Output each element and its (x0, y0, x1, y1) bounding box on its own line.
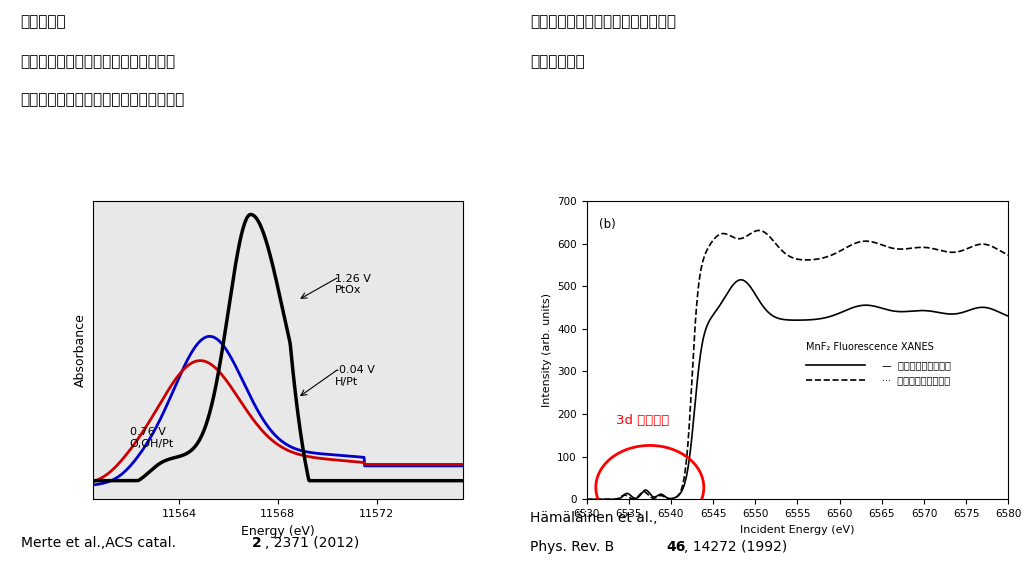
Text: —  マイノリティスピン: — マイノリティスピン (882, 360, 951, 370)
Text: 電気化学環境下で電位を変えたときの: 電気化学環境下で電位を変えたときの (21, 55, 176, 69)
Text: (b): (b) (599, 218, 616, 231)
Text: , 14272 (1992): , 14272 (1992) (684, 540, 787, 554)
Y-axis label: Intensity (arb. units): Intensity (arb. units) (541, 293, 552, 407)
Text: 【測定例】: 【測定例】 (21, 14, 66, 29)
Text: Ｘ線吸収分光: Ｘ線吸収分光 (530, 55, 584, 69)
Text: マンガンフッ化物のスピン状態分別: マンガンフッ化物のスピン状態分別 (530, 14, 676, 29)
Text: 2: 2 (252, 536, 261, 550)
Y-axis label: Absorbance: Absorbance (74, 313, 87, 387)
X-axis label: Energy (eV): Energy (eV) (241, 525, 315, 538)
Text: MnF₂ Fluorescence XANES: MnF₂ Fluorescence XANES (806, 342, 933, 352)
Text: 1.26 V
PtOx: 1.26 V PtOx (334, 274, 370, 295)
Text: Merte et al.,ACS catal.: Merte et al.,ACS catal. (21, 536, 180, 550)
Text: ···  マジョリティスピン: ··· マジョリティスピン (882, 375, 950, 385)
Text: 白金微粒子の化学状態、吸着状態を検出: 白金微粒子の化学状態、吸着状態を検出 (21, 92, 185, 107)
Text: 46: 46 (667, 540, 686, 554)
Text: -0.04 V
H/Pt: -0.04 V H/Pt (334, 365, 375, 387)
Text: Hämäläinen et al.,: Hämäläinen et al., (530, 511, 658, 525)
Text: 3d 電子状態: 3d 電子状態 (616, 414, 669, 427)
X-axis label: Incident Energy (eV): Incident Energy (eV) (740, 525, 855, 534)
Text: , 2371 (2012): , 2371 (2012) (265, 536, 360, 550)
Text: Phys. Rev. B: Phys. Rev. B (530, 540, 618, 554)
Text: 0.76 V
O,OH/Pt: 0.76 V O,OH/Pt (130, 428, 174, 449)
